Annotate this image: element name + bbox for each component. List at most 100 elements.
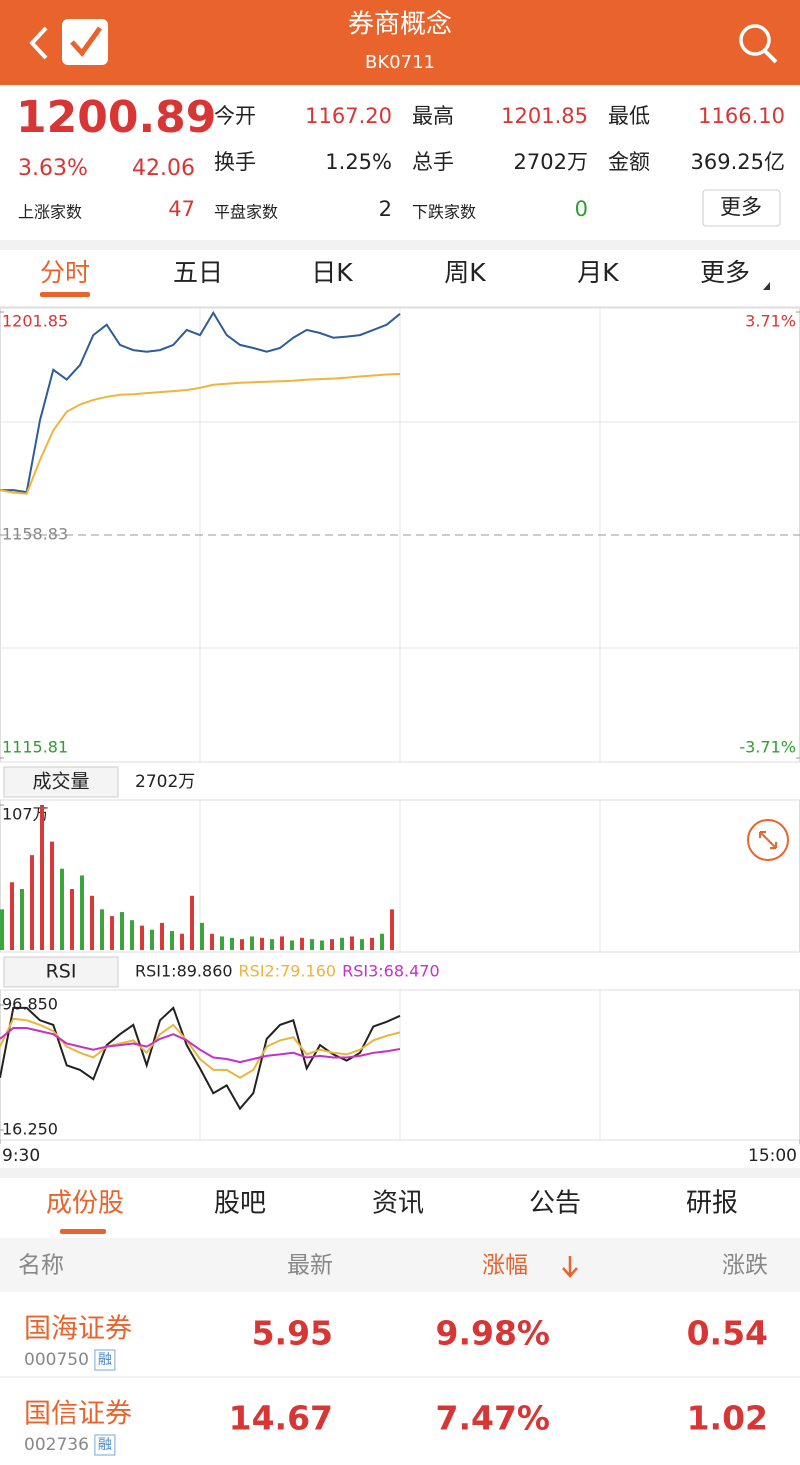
volume-bar	[250, 936, 254, 950]
volume-bar	[300, 937, 304, 950]
chart-tab[interactable]: 五日	[173, 258, 223, 287]
legend-entry: RSI3:68.470	[342, 962, 440, 981]
volume-bar	[230, 937, 234, 950]
field-label: 最高	[412, 104, 454, 128]
price: 1200.89	[16, 92, 216, 143]
volume-bar	[370, 937, 374, 950]
volume-bar	[130, 920, 134, 950]
volume-bar	[260, 937, 264, 950]
field-label: 最低	[608, 104, 650, 128]
margin-tag: 融	[98, 1352, 112, 1368]
chart-tab[interactable]: 更多	[700, 258, 750, 287]
volume-bar	[20, 889, 24, 950]
volume-bar	[270, 939, 274, 950]
change-pct: 3.63%	[18, 156, 88, 181]
tag-box	[94, 1434, 116, 1456]
volume-bar	[340, 937, 344, 950]
sort-arrow	[562, 1256, 578, 1278]
y-tick-label: 1158.83	[2, 525, 68, 544]
stock-tab[interactable]: 股吧	[214, 1189, 266, 1219]
stock-tab[interactable]: 公告	[529, 1189, 581, 1219]
field-label: 今开	[214, 104, 256, 128]
volume-bar	[30, 855, 34, 950]
legend-entry: RSI2:79.160	[239, 962, 337, 981]
volume-bar	[40, 805, 44, 950]
breadth-label: 下跌家数	[412, 203, 476, 222]
stock-tab[interactable]: 研报	[686, 1189, 738, 1219]
x-tick-label: 9:30	[2, 1146, 40, 1166]
page-title: 券商概念	[348, 10, 452, 40]
check-icon	[70, 26, 103, 57]
volume-bar	[240, 939, 244, 950]
volume-bar	[390, 909, 394, 950]
volume-bar	[120, 912, 124, 950]
back-button[interactable]	[29, 26, 48, 60]
column-header[interactable]: 最新	[287, 1253, 333, 1279]
volume-bar	[310, 939, 314, 950]
breadth-value: 47	[168, 197, 195, 221]
column-header[interactable]: 涨幅	[482, 1253, 528, 1279]
more-button[interactable]	[702, 189, 781, 227]
volume-bar	[80, 875, 84, 950]
divider	[0, 240, 800, 250]
panel-total: 2702万	[135, 772, 195, 792]
column-header[interactable]: 名称	[18, 1253, 64, 1279]
volume-bar	[350, 936, 354, 950]
expand-button[interactable]	[747, 819, 789, 861]
stock-tab[interactable]: 资讯	[372, 1189, 424, 1219]
watch-checkbox[interactable]	[62, 19, 108, 65]
stock-name[interactable]: 国海证券	[24, 1314, 132, 1345]
volume-bar	[190, 895, 194, 950]
field-value: 1167.20	[305, 104, 392, 128]
volume-bar	[330, 939, 334, 950]
field-label: 换手	[214, 150, 256, 174]
field-value: 1201.85	[501, 104, 588, 128]
volume-bar	[180, 933, 184, 950]
volume-bar	[10, 882, 14, 950]
series-line	[0, 310, 401, 494]
y-tick-label: 1115.81	[2, 738, 68, 757]
column-header[interactable]: 涨跌	[722, 1253, 768, 1279]
panel-title: 成交量	[32, 771, 89, 793]
dropdown-icon	[763, 282, 770, 290]
volume-bar	[220, 936, 224, 950]
chart-tab[interactable]: 分时	[40, 258, 90, 287]
divider	[0, 1168, 800, 1178]
stock-tab[interactable]: 成份股	[46, 1189, 124, 1219]
tag-box	[94, 1349, 116, 1371]
series-line	[0, 1006, 401, 1111]
chart-tab[interactable]: 月K	[577, 258, 619, 287]
cell-value: 5.95	[252, 1314, 333, 1353]
volume-bar	[210, 933, 214, 950]
stock-code: 002736	[24, 1435, 89, 1455]
volume-bar	[150, 929, 154, 950]
stock-name[interactable]: 国信证券	[24, 1399, 132, 1430]
search-button[interactable]	[739, 24, 771, 56]
cell-value: 1.02	[687, 1399, 768, 1438]
chart-tab[interactable]: 周K	[444, 258, 486, 287]
cell-value: 9.98%	[436, 1314, 551, 1353]
field-label: 金额	[608, 150, 650, 174]
volume-bar	[110, 916, 114, 950]
field-value: 1.25%	[325, 150, 392, 174]
y-tick-label: 16.250	[2, 1120, 58, 1139]
breadth-value: 0	[575, 197, 588, 221]
vol-title-box	[3, 766, 119, 798]
x-tick-label: 15:00	[748, 1146, 797, 1166]
volume-bar	[380, 933, 384, 950]
volume-bar	[140, 925, 144, 950]
y-tick-label: 107万	[2, 805, 49, 824]
more-label: 更多	[720, 195, 762, 219]
cell-value: 0.54	[687, 1314, 768, 1353]
cell-value: 14.67	[229, 1399, 333, 1438]
y2-tick-label: -3.71%	[739, 738, 796, 757]
y2-tick-label: 3.71%	[745, 312, 796, 331]
series-line	[0, 1027, 401, 1064]
rsi-title-box	[3, 956, 119, 988]
chart-tab[interactable]: 日K	[311, 258, 353, 287]
volume-bar	[320, 940, 324, 950]
volume-bar	[280, 936, 284, 950]
table-header-bg	[0, 1238, 800, 1292]
legend-entry: RSI1:89.860	[135, 962, 233, 981]
